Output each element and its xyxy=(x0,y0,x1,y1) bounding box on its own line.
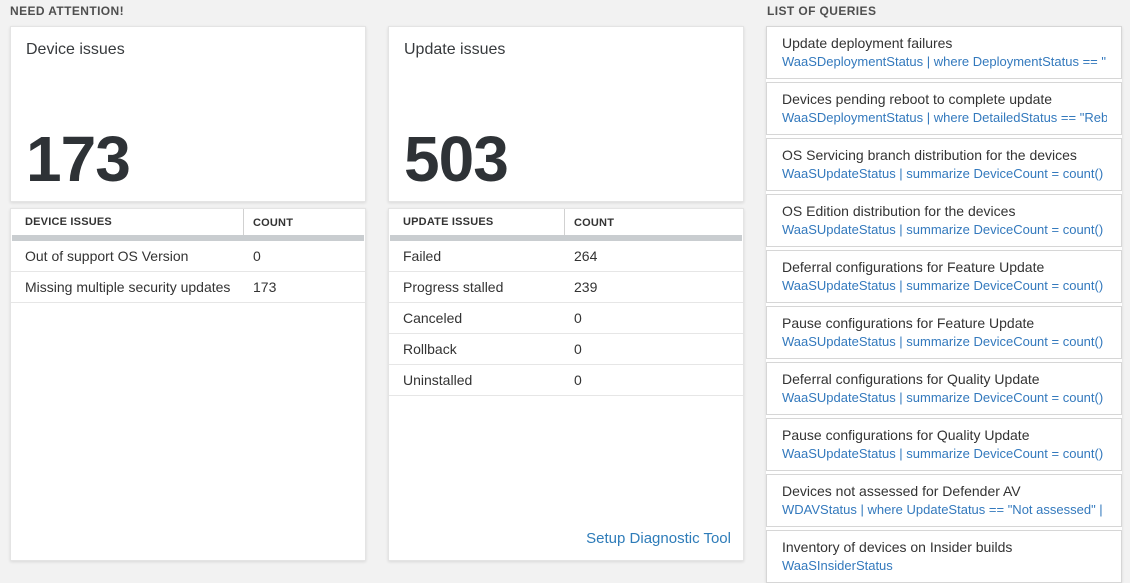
query-code: WaaSDeploymentStatus | where DetailedSta… xyxy=(782,110,1107,125)
table-row[interactable]: Failed 264 xyxy=(389,241,743,272)
query-code: WaaSUpdateStatus | summarize DeviceCount… xyxy=(782,278,1107,293)
issue-name-cell: Uninstalled xyxy=(403,372,473,388)
issue-name-cell: Missing multiple security updates xyxy=(25,279,231,295)
device-issues-title: Device issues xyxy=(26,41,125,58)
query-item[interactable]: Pause configurations for Feature Update … xyxy=(766,306,1122,359)
update-issues-table: UPDATE ISSUES COUNT Failed 264 Progress … xyxy=(388,208,744,561)
query-item[interactable]: OS Servicing branch distribution for the… xyxy=(766,138,1122,191)
header-cell-count: COUNT xyxy=(253,217,294,229)
issue-name-cell: Failed xyxy=(403,248,442,264)
table-row[interactable]: Progress stalled 239 xyxy=(389,272,743,303)
horizontal-scrollbar[interactable] xyxy=(12,235,364,241)
count-cell: 0 xyxy=(574,372,582,388)
update-issues-count: 503 xyxy=(404,123,509,196)
count-cell: 0 xyxy=(574,341,582,357)
query-code: WaaSUpdateStatus | summarize DeviceCount… xyxy=(782,222,1107,237)
query-title: OS Servicing branch distribution for the… xyxy=(782,147,1077,163)
query-title: Pause configurations for Quality Update xyxy=(782,427,1030,443)
query-item[interactable]: Devices not assessed for Defender AV WDA… xyxy=(766,474,1122,527)
table-row[interactable]: Out of support OS Version 0 xyxy=(11,241,365,272)
issue-name-cell: Out of support OS Version xyxy=(25,248,189,264)
queries-panel: Update deployment failures WaaSDeploymen… xyxy=(766,26,1122,583)
table-row[interactable]: Uninstalled 0 xyxy=(389,365,743,396)
horizontal-scrollbar[interactable] xyxy=(390,235,742,241)
need-attention-heading: NEED ATTENTION! xyxy=(10,4,124,18)
query-item[interactable]: Pause configurations for Quality Update … xyxy=(766,418,1122,471)
query-code: WaaSUpdateStatus | summarize DeviceCount… xyxy=(782,166,1107,181)
query-item[interactable]: Deferral configurations for Quality Upda… xyxy=(766,362,1122,415)
query-title: Pause configurations for Feature Update xyxy=(782,315,1035,331)
table-row[interactable]: Missing multiple security updates 173 xyxy=(11,272,365,303)
table-footer: Setup Diagnostic Tool xyxy=(586,530,743,560)
update-issues-tile[interactable]: Update issues 503 xyxy=(388,26,744,202)
update-issues-title: Update issues xyxy=(404,41,506,58)
query-code: WaaSInsiderStatus xyxy=(782,558,893,573)
query-title: Inventory of devices on Insider builds xyxy=(782,539,1013,555)
count-cell: 0 xyxy=(253,248,261,264)
query-title: Deferral configurations for Quality Upda… xyxy=(782,371,1040,387)
query-title: OS Edition distribution for the devices xyxy=(782,203,1016,219)
device-issues-count: 173 xyxy=(26,123,131,196)
update-issues-column: Update issues 503 UPDATE ISSUES COUNT Fa… xyxy=(388,26,744,561)
setup-diagnostic-tool-link[interactable]: Setup Diagnostic Tool xyxy=(586,530,731,547)
queries-column: Update deployment failures WaaSDeploymen… xyxy=(766,26,1122,583)
issue-name-cell: Canceled xyxy=(403,310,463,326)
count-cell: 239 xyxy=(574,279,598,295)
header-cell-device-issues: DEVICE ISSUES xyxy=(11,209,244,235)
count-cell: 0 xyxy=(574,310,582,326)
header-cell-count: COUNT xyxy=(574,217,615,229)
query-title: Deferral configurations for Feature Upda… xyxy=(782,259,1045,275)
header-cell-update-issues: UPDATE ISSUES xyxy=(389,209,565,235)
query-title: Devices pending reboot to complete updat… xyxy=(782,91,1053,107)
query-code: WaaSUpdateStatus | summarize DeviceCount… xyxy=(782,446,1107,461)
query-code: WaaSDeploymentStatus | where DeploymentS… xyxy=(782,54,1107,69)
query-title: Devices not assessed for Defender AV xyxy=(782,483,1021,499)
query-item[interactable]: Deferral configurations for Feature Upda… xyxy=(766,250,1122,303)
issue-name-cell: Progress stalled xyxy=(403,279,504,295)
query-item[interactable]: Update deployment failures WaaSDeploymen… xyxy=(766,26,1122,79)
query-title: Update deployment failures xyxy=(782,35,953,51)
device-issues-column: Device issues 173 DEVICE ISSUES COUNT Ou… xyxy=(10,26,366,561)
update-issues-table-header: UPDATE ISSUES COUNT xyxy=(389,209,743,235)
issue-name-cell: Rollback xyxy=(403,341,457,357)
table-row[interactable]: Canceled 0 xyxy=(389,303,743,334)
list-of-queries-heading: LIST OF QUERIES xyxy=(767,4,877,18)
query-item[interactable]: OS Edition distribution for the devices … xyxy=(766,194,1122,247)
table-row[interactable]: Rollback 0 xyxy=(389,334,743,365)
count-cell: 264 xyxy=(574,248,598,264)
query-code: WaaSUpdateStatus | summarize DeviceCount… xyxy=(782,334,1107,349)
device-issues-table: DEVICE ISSUES COUNT Out of support OS Ve… xyxy=(10,208,366,561)
count-cell: 173 xyxy=(253,279,277,295)
device-issues-table-header: DEVICE ISSUES COUNT xyxy=(11,209,365,235)
query-item[interactable]: Devices pending reboot to complete updat… xyxy=(766,82,1122,135)
query-item[interactable]: Inventory of devices on Insider builds W… xyxy=(766,530,1122,583)
device-issues-tile[interactable]: Device issues 173 xyxy=(10,26,366,202)
query-code: WaaSUpdateStatus | summarize DeviceCount… xyxy=(782,390,1107,405)
query-code: WDAVStatus | where UpdateStatus == "Not … xyxy=(782,502,1107,517)
